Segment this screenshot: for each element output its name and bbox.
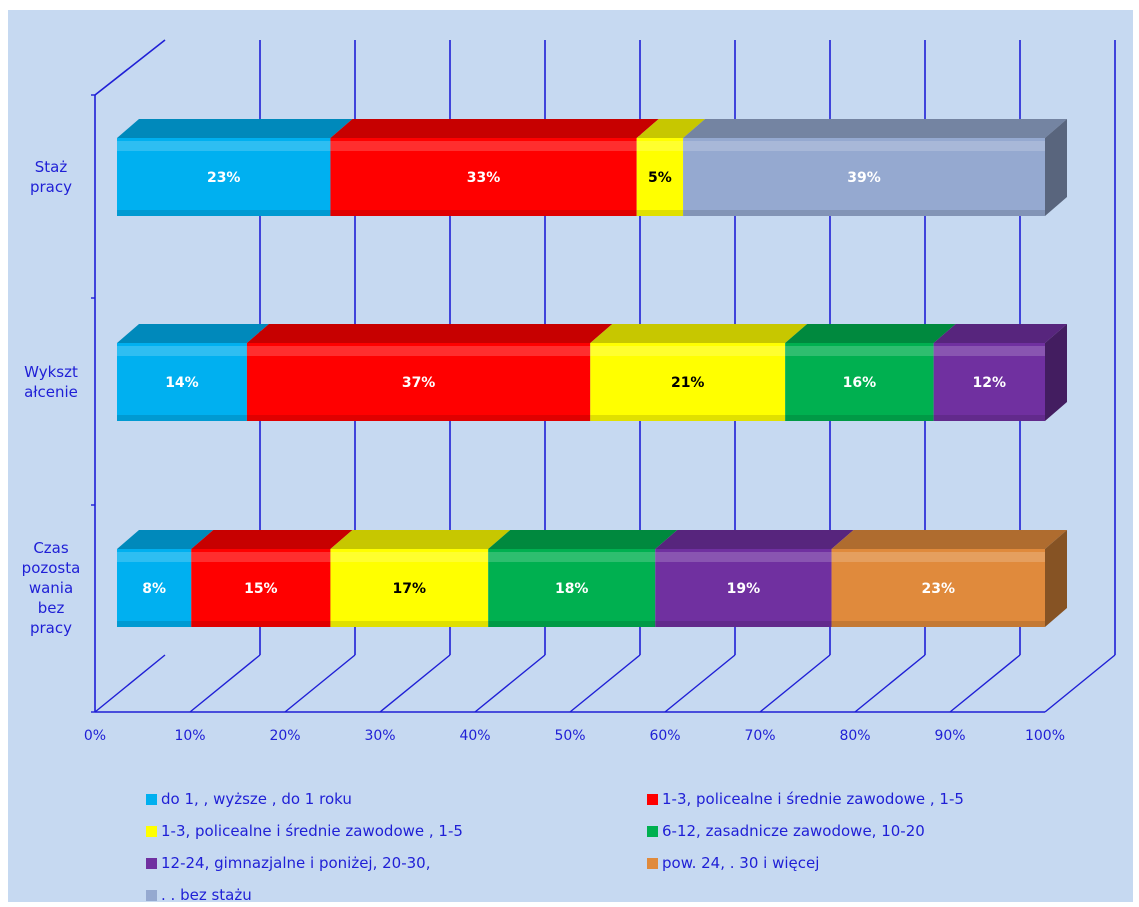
- bar-highlight: [488, 552, 655, 562]
- gridline-floor: [855, 655, 925, 712]
- data-label: 15%: [244, 581, 278, 597]
- x-tick-label: 60%: [649, 728, 680, 744]
- bar-top-face: [330, 119, 658, 138]
- x-tick-label: 40%: [459, 728, 490, 744]
- bar-highlight: [117, 346, 247, 356]
- bar-shadow: [590, 415, 785, 421]
- bar-top-face: [832, 530, 1067, 549]
- bar-shadow: [330, 621, 488, 627]
- bar-highlight: [655, 552, 831, 562]
- x-tick-label: 70%: [744, 728, 775, 744]
- bar-highlight: [330, 141, 636, 151]
- bar-top-face: [117, 119, 352, 138]
- bar-highlight: [191, 552, 330, 562]
- data-label: 18%: [555, 581, 589, 597]
- bar-top-face: [247, 324, 612, 343]
- bar-highlight: [934, 346, 1045, 356]
- bar-shadow: [785, 415, 933, 421]
- bar-top-face: [488, 530, 677, 549]
- data-label: 14%: [165, 375, 199, 391]
- gridline-floor: [475, 655, 545, 712]
- gridline-floor: [190, 655, 260, 712]
- bar-shadow: [247, 415, 590, 421]
- y-category-label: Czas: [33, 539, 69, 557]
- bar-shadow: [330, 210, 636, 216]
- gridline-floor: [665, 655, 735, 712]
- x-tick-label: 80%: [839, 728, 870, 744]
- bar-top-face: [117, 324, 269, 343]
- bar-highlight: [683, 141, 1045, 151]
- bar-top-face: [330, 530, 510, 549]
- bar-shadow: [488, 621, 655, 627]
- bar-top-face: [683, 119, 1067, 138]
- bar-highlight: [590, 346, 785, 356]
- y-category-label: bez: [38, 599, 65, 617]
- y-category-label: pracy: [30, 178, 72, 196]
- gridline-floor: [950, 655, 1020, 712]
- bar-highlight: [330, 552, 488, 562]
- data-label: 8%: [142, 581, 166, 597]
- x-tick-label: 10%: [174, 728, 205, 744]
- bar-top-face: [934, 324, 1067, 343]
- gridline-floor: [95, 655, 165, 712]
- bar-top-face: [785, 324, 955, 343]
- data-label: 5%: [648, 170, 672, 186]
- x-tick-label: 50%: [554, 728, 585, 744]
- data-label: 16%: [843, 375, 877, 391]
- data-label: 19%: [727, 581, 761, 597]
- bar-highlight: [832, 552, 1045, 562]
- data-label: 23%: [207, 170, 241, 186]
- gridline-floor: [380, 655, 450, 712]
- bar-top-face: [655, 530, 853, 549]
- gridline-floor: [760, 655, 830, 712]
- x-tick-label: 20%: [269, 728, 300, 744]
- x-tick-label: 0%: [84, 728, 106, 744]
- bar-shadow: [655, 621, 831, 627]
- bar-highlight: [637, 141, 683, 151]
- x-tick-label: 30%: [364, 728, 395, 744]
- data-label: 33%: [467, 170, 501, 186]
- x-tick-label: 90%: [934, 728, 965, 744]
- x-tick-label: 100%: [1025, 728, 1065, 744]
- y-category-label: ałcenie: [24, 383, 78, 401]
- bar-shadow: [934, 415, 1045, 421]
- y-category-label: Staż: [35, 158, 68, 176]
- bar-highlight: [785, 346, 933, 356]
- bar-shadow: [832, 621, 1045, 627]
- data-label: 37%: [402, 375, 436, 391]
- gridline-floor: [285, 655, 355, 712]
- bar-top-face: [191, 530, 352, 549]
- y-category-label: pozosta: [22, 559, 81, 577]
- data-label: 39%: [847, 170, 881, 186]
- data-label: 21%: [671, 375, 705, 391]
- bar-shadow: [117, 621, 191, 627]
- data-label: 23%: [922, 581, 956, 597]
- bar-highlight: [247, 346, 590, 356]
- y-category-label: wania: [29, 579, 73, 597]
- y-category-label: pracy: [30, 619, 72, 637]
- bar-shadow: [683, 210, 1045, 216]
- gridline-floor: [570, 655, 640, 712]
- data-label: 12%: [973, 375, 1007, 391]
- bar-shadow: [117, 415, 247, 421]
- data-label: 17%: [393, 581, 427, 597]
- y-category-label: Wykszt: [24, 363, 78, 381]
- bar-shadow: [191, 621, 330, 627]
- gridline-floor: [1045, 655, 1115, 712]
- bar-top-face: [590, 324, 807, 343]
- bar-shadow: [117, 210, 330, 216]
- bar-highlight: [117, 552, 191, 562]
- y-axis-top-edge: [95, 40, 165, 95]
- bar-shadow: [637, 210, 683, 216]
- bar-highlight: [117, 141, 330, 151]
